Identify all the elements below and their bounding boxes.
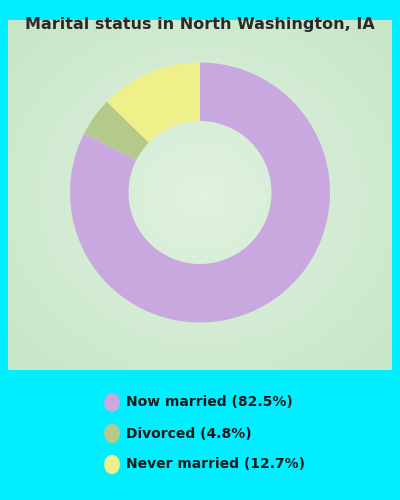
Text: Divorced (4.8%): Divorced (4.8%) — [126, 426, 252, 440]
Text: Marital status in North Washington, IA: Marital status in North Washington, IA — [25, 18, 375, 32]
Wedge shape — [84, 102, 149, 160]
Wedge shape — [107, 62, 200, 142]
Wedge shape — [70, 62, 330, 322]
Text: Never married (12.7%): Never married (12.7%) — [126, 458, 305, 471]
Text: Now married (82.5%): Now married (82.5%) — [126, 396, 293, 409]
